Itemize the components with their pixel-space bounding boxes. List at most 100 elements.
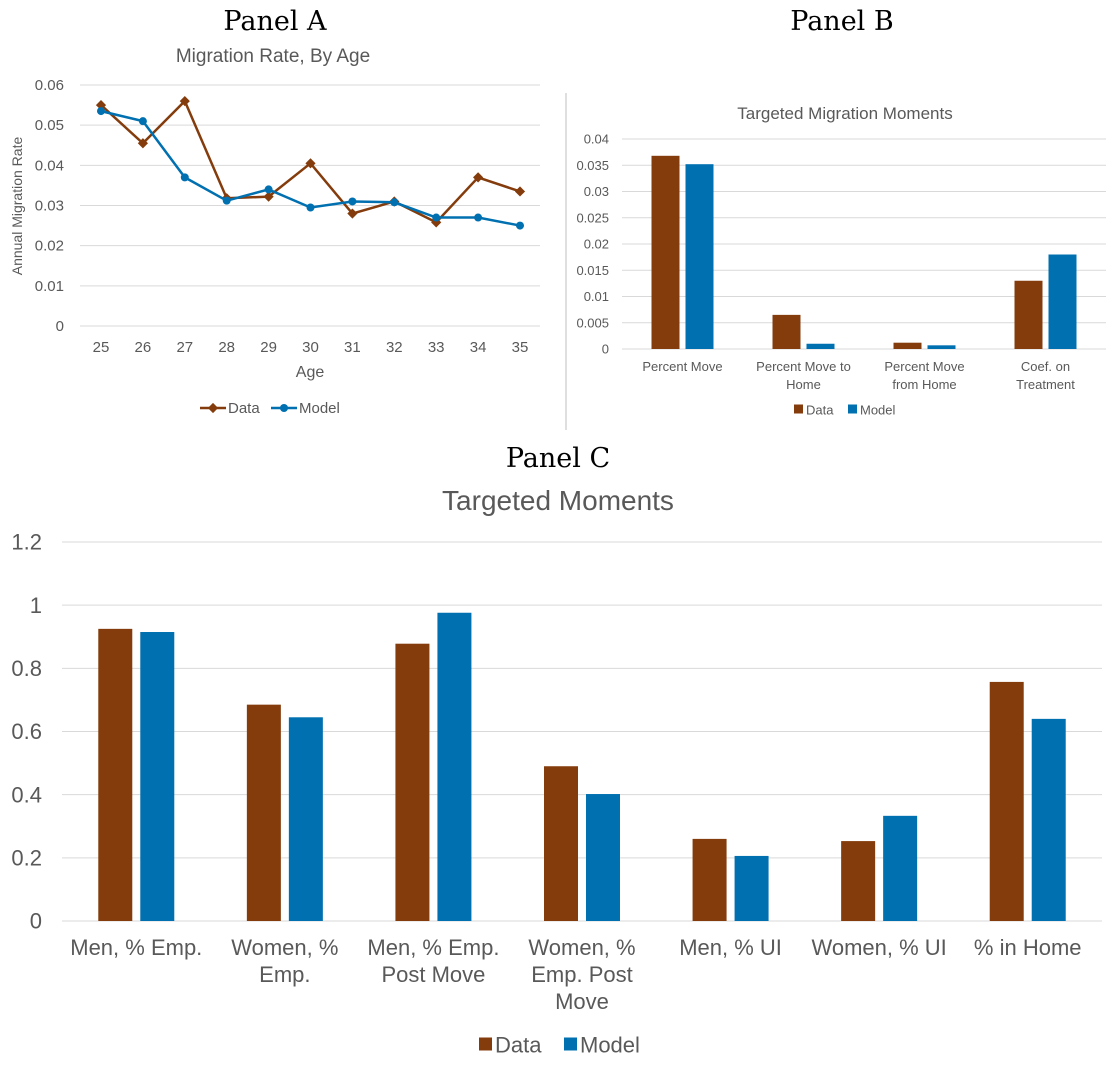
chart-c-category-label: Women, % UI [811, 935, 946, 960]
chart-b-ytick: 0.03 [584, 184, 609, 199]
chart-a-model-point [474, 213, 483, 222]
chart-c-category-label: Women, % [528, 935, 635, 960]
panel-c-title: Panel C [506, 443, 610, 474]
chart-a-ytick: 0.05 [35, 117, 64, 134]
chart-c-category-label: Post Move [381, 962, 485, 987]
chart-a-ytick: 0.06 [35, 77, 64, 94]
chart-a: 0 0.01 0.02 0.03 0.04 0.05 0.06 25 26 27 28 29 30 31 3… [35, 77, 540, 417]
chart-c-title: Targeted Moments [442, 485, 674, 516]
chart-c-ytick: 0.4 [11, 782, 42, 807]
chart-b-category-label: Coef. on [1021, 359, 1070, 374]
chart-a-xtick: 34 [470, 339, 487, 356]
chart-b-category-label: Percent Move [884, 359, 964, 374]
chart-c-legend-swatch [564, 1037, 577, 1051]
chart-a-ytick: 0.03 [35, 198, 64, 215]
chart-c-bar-model [140, 632, 175, 921]
chart-a-model-point [516, 221, 524, 230]
chart-a-model-point [264, 185, 273, 194]
chart-b-ytick: 0.035 [576, 158, 609, 173]
chart-a-xtick: 33 [428, 339, 445, 356]
chart-a-xtick: 26 [135, 339, 152, 356]
chart-c-bar-data [841, 841, 876, 921]
chart-c-bar-data [98, 628, 133, 921]
chart-a-model-point [138, 117, 147, 126]
chart-a-model-point [180, 173, 189, 182]
chart-c-bar-data [395, 643, 430, 921]
chart-c-category-label: Emp. Post [531, 962, 632, 987]
chart-a-data-point [473, 172, 484, 183]
chart-b-bar-data [772, 314, 801, 349]
chart-c-ytick: 0.8 [11, 656, 42, 681]
chart-a-model-point [97, 107, 105, 116]
chart-c-legend-label: Data [495, 1033, 542, 1058]
chart-b-ytick: 0 [602, 342, 609, 357]
chart-b-bar-model [685, 164, 714, 349]
chart-b-category-label: from Home [892, 377, 956, 392]
chart-b-category-label: Percent Move to [756, 359, 851, 374]
chart-c-category-label: Women, % [231, 935, 338, 960]
chart-a-xtick: 35 [512, 339, 529, 356]
chart-c-bar-data [544, 766, 578, 921]
chart-b-legend-swatch [794, 404, 803, 414]
panel-b-title: Panel B [790, 6, 893, 37]
chart-c-ytick: 0.2 [11, 846, 42, 871]
chart-c-bar-data [246, 704, 281, 921]
chart-c-legend-swatch [479, 1037, 492, 1051]
chart-a-xtick: 31 [344, 339, 361, 356]
chart-a-data-point [514, 186, 526, 197]
chart-c-ytick: 0 [30, 909, 42, 934]
chart-a-model-point [432, 213, 441, 222]
chart-c-legend-label: Model [580, 1033, 640, 1058]
chart-a-xtick: 32 [386, 339, 403, 356]
chart-c-bar-model [1031, 718, 1066, 921]
chart-a-model-point [390, 198, 399, 207]
chart-b-ytick: 0.01 [584, 289, 609, 304]
chart-c-bar-data [989, 681, 1024, 921]
chart-c-bar-model [883, 815, 918, 921]
chart-c-ytick: 1.2 [11, 530, 42, 555]
chart-b-legend-label: Model [860, 403, 896, 418]
chart-a-xtick: 27 [176, 339, 193, 356]
chart-b-ytick: 0.015 [576, 263, 609, 278]
chart-a-title: Migration Rate, By Age [176, 46, 370, 67]
chart-b-title: Targeted Migration Moments [737, 104, 952, 123]
chart-c-category-label: Emp. [259, 962, 310, 987]
chart-c-ytick: 1 [30, 593, 42, 618]
chart-c-ytick: 0.6 [11, 719, 42, 744]
chart-c-bar-data [692, 838, 727, 921]
chart-c-bar-model [734, 855, 769, 921]
chart-a-legend-marker [207, 402, 219, 414]
chart-a-legend-marker [280, 404, 288, 412]
chart-a-xtick: 28 [218, 339, 235, 356]
chart-b-bar-model [927, 345, 956, 349]
chart-a-xtick: 30 [302, 339, 319, 356]
chart-a-model-point [306, 203, 315, 212]
chart-b-bar-data [1014, 280, 1043, 349]
chart-a-model-point [348, 197, 357, 206]
chart-c-category-label: Men, % Emp. [70, 935, 202, 960]
chart-a-ytick: 0.04 [35, 157, 64, 174]
chart-a-ytick: 0 [56, 318, 64, 335]
chart-b-ytick: 0.02 [584, 237, 609, 252]
chart-a-legend-label: Model [299, 400, 340, 417]
chart-a-data-point [95, 99, 107, 111]
chart-c-category-label: Men, % UI [679, 935, 782, 960]
chart-b: 0 0.005 0.01 0.015 0.02 0.025 0.03 0.035 0.04 Per… [576, 132, 1106, 418]
chart-b-bar-data [651, 155, 680, 349]
chart-a-data-point [305, 158, 316, 169]
chart-a-xtick: 29 [260, 339, 277, 356]
chart-b-category-label: Home [786, 377, 821, 392]
chart-b-category-label: Treatment [1016, 377, 1075, 392]
panel-a-title: Panel A [223, 6, 327, 37]
chart-b-bar-model [1048, 254, 1077, 349]
chart-b-legend-swatch [848, 404, 857, 414]
chart-c-bar-model [288, 717, 323, 921]
chart-b-legend-label: Data [806, 403, 834, 418]
chart-c-category-label: % in Home [974, 935, 1082, 960]
chart-b-ytick: 0.025 [576, 210, 609, 225]
chart-c-bar-model [437, 612, 472, 921]
chart-a-data-point [179, 95, 190, 107]
chart-b-category-label: Percent Move [642, 359, 722, 374]
chart-a-xtick: 25 [93, 339, 110, 356]
